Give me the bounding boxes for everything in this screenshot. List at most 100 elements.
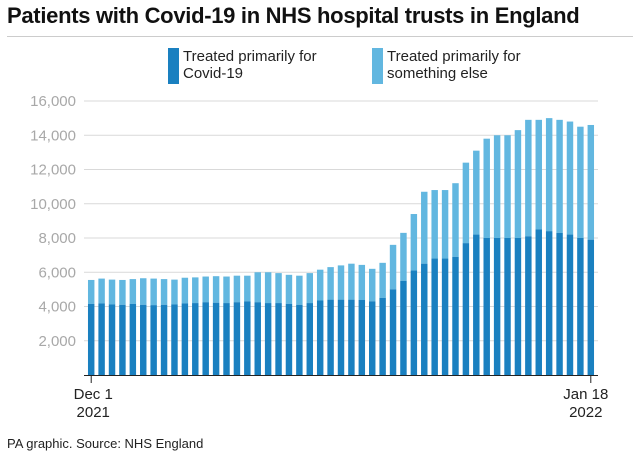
bar-other	[473, 150, 480, 235]
bar-covid	[306, 303, 314, 375]
bar-covid	[389, 289, 397, 375]
bar-other	[348, 263, 355, 300]
title-divider	[7, 36, 633, 37]
bar-covid	[441, 258, 449, 375]
bar-other	[160, 279, 168, 305]
bar-covid	[566, 234, 574, 375]
bar-covid	[285, 303, 293, 375]
bar-other	[87, 279, 95, 304]
bar-covid	[514, 238, 522, 375]
bar-covid	[327, 299, 334, 375]
bar-covid	[421, 263, 428, 375]
y-tick-label: 16,000	[30, 93, 76, 110]
bar-other	[306, 273, 314, 304]
y-tick-label: 10,000	[30, 196, 76, 213]
bar-covid	[181, 303, 189, 375]
bar-covid	[368, 301, 376, 375]
bar-other	[493, 135, 501, 238]
bar-covid	[493, 238, 501, 375]
bar-covid	[129, 303, 137, 375]
bar-other	[389, 244, 397, 290]
y-tick-label: 4,000	[38, 299, 76, 316]
bar-covid	[244, 301, 251, 375]
bar-covid	[400, 280, 407, 375]
bar-covid	[160, 304, 168, 375]
bar-other	[514, 130, 522, 238]
bar-covid	[223, 303, 230, 375]
bar-covid	[275, 303, 282, 375]
bar-other	[98, 278, 105, 304]
bar-other	[400, 232, 407, 281]
bar-covid	[254, 302, 261, 375]
bar-other	[212, 276, 220, 303]
bar-other	[119, 279, 126, 305]
bar-covid	[410, 270, 418, 375]
y-tick-label: 2,000	[38, 333, 76, 350]
bar-other	[587, 124, 595, 240]
chart-title: Patients with Covid-19 in NHS hospital t…	[7, 3, 580, 28]
bar-other	[483, 138, 490, 238]
bar-covid	[348, 299, 355, 375]
bar-other	[233, 275, 241, 303]
bar-covid	[452, 256, 459, 375]
bar-covid	[296, 304, 303, 375]
bar-other	[129, 279, 137, 304]
bar-other	[254, 272, 261, 303]
bar-other	[504, 135, 511, 238]
bar-covid	[98, 303, 105, 375]
bar-covid	[577, 238, 584, 375]
bar-covid	[587, 239, 595, 375]
bar-other	[337, 265, 345, 300]
bar-covid	[119, 304, 126, 375]
bar-other	[410, 214, 418, 271]
bar-covid	[337, 299, 345, 375]
bar-covid	[264, 303, 272, 375]
bar-other	[192, 277, 199, 304]
bar-other	[556, 119, 563, 233]
legend-swatch-covid	[168, 48, 179, 84]
bar-other	[431, 190, 438, 259]
bar-other	[140, 278, 147, 305]
bar-covid	[316, 300, 324, 375]
x-label-start: Dec 1	[74, 386, 113, 403]
bar-other	[285, 274, 293, 304]
bar-covid	[233, 302, 241, 375]
bar-covid	[358, 299, 366, 375]
bar-covid	[171, 304, 178, 375]
bar-covid	[87, 303, 95, 375]
bar-other	[181, 277, 189, 304]
bar-other	[535, 119, 542, 230]
bar-covid	[150, 305, 157, 375]
bar-covid	[473, 234, 480, 375]
bar-other	[244, 275, 251, 302]
bar-covid	[212, 302, 220, 375]
y-tick-label: 8,000	[38, 230, 76, 247]
legend-label-covid: Treated primarily for Covid-19	[183, 48, 317, 82]
legend-label-other: Treated primarily for something else	[387, 48, 521, 82]
source-note: PA graphic. Source: NHS England	[7, 436, 204, 451]
x-label-end: Jan 18	[563, 386, 608, 403]
bar-covid	[108, 304, 116, 375]
bar-covid	[431, 258, 438, 375]
bar-other	[452, 183, 459, 257]
bar-other	[108, 279, 116, 305]
bar-covid	[462, 243, 470, 375]
bar-other	[171, 279, 178, 305]
bar-other	[316, 269, 324, 301]
bar-other	[327, 267, 334, 300]
bar-other	[275, 273, 282, 304]
bar-other	[545, 118, 553, 232]
bar-other	[223, 276, 230, 304]
bar-other	[566, 121, 574, 235]
bar-other	[296, 275, 303, 305]
bar-covid	[202, 302, 209, 375]
x-label-end: 2022	[569, 404, 602, 421]
bar-other	[577, 126, 584, 238]
bar-covid	[483, 238, 490, 375]
bar-other	[441, 190, 449, 259]
bar-other	[202, 276, 209, 303]
bar-covid	[556, 232, 563, 375]
bar-other	[368, 268, 376, 302]
